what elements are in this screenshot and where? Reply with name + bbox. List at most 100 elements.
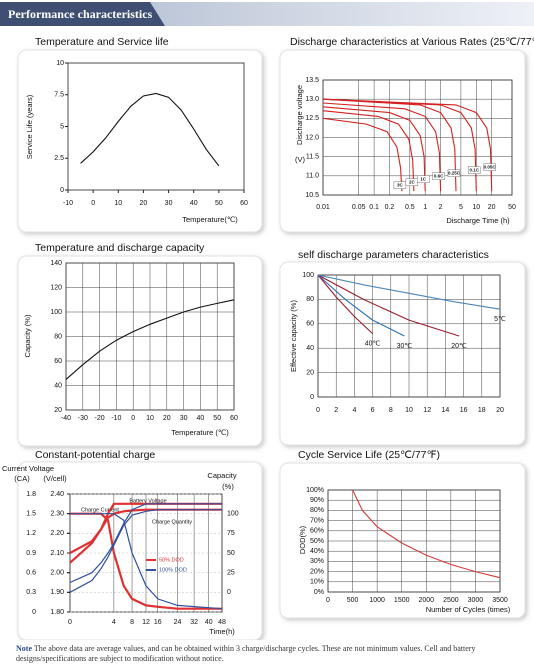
chart-title: Cycle Service Life (25℃/77℉) xyxy=(298,449,440,461)
series-line xyxy=(317,274,501,310)
x-tick-label: 50 xyxy=(215,200,223,207)
series-label: 30℃ xyxy=(397,343,413,350)
y-axis-label: Discharge voltage xyxy=(295,85,304,145)
y-tick-label: 7.5 xyxy=(54,92,64,99)
legend-label: 50% DOD xyxy=(159,557,184,563)
y-tick-label: 100 xyxy=(50,309,62,316)
x-tick-label: 5 xyxy=(459,204,463,211)
x-tick-label: 2 xyxy=(334,407,338,414)
charts: Performance characteristics Temperature … xyxy=(0,2,534,641)
x-tick-label: 12 xyxy=(142,619,150,626)
y-tick-label: 140 xyxy=(50,260,62,267)
chart-title: Discharge characteristics at Various Rat… xyxy=(290,36,534,48)
y-tick-label: 1.2 xyxy=(26,530,36,537)
x-tick-label: 16 xyxy=(154,619,162,626)
y-tick-label: 120 xyxy=(50,284,62,291)
y-tick-label: 12.0 xyxy=(305,134,319,141)
legend-label: 100% DOD xyxy=(159,567,187,573)
series-line xyxy=(322,106,426,192)
y3-axis-title: Capacity xyxy=(207,471,236,480)
series-label-box xyxy=(447,169,461,177)
y-tick-label: 11.0 xyxy=(306,173,319,180)
y-axis-title: Current Voltage xyxy=(2,464,54,473)
x-tick-label: 60 xyxy=(230,415,238,422)
y-tick-label: 50% xyxy=(310,538,324,545)
x-tick-label: 10 xyxy=(146,415,154,422)
x-axis-label: Temperature (℃) xyxy=(171,428,229,437)
annotation: Charge Current xyxy=(81,507,119,513)
series-line xyxy=(65,299,235,380)
x-tick-label: 10 xyxy=(405,407,413,414)
x-tick-label: 24 xyxy=(174,619,182,626)
x-tick-label: 14 xyxy=(442,407,450,414)
y-axis-label: Capacity (%) xyxy=(23,314,32,357)
series-line xyxy=(69,503,222,584)
series-label: 0.1C xyxy=(470,167,480,172)
x-axis-label: Time(h) xyxy=(209,627,235,636)
x-tick-label: 500 xyxy=(347,597,359,604)
y-tick-label: 2.00 xyxy=(50,570,64,577)
x-tick-label: 0 xyxy=(316,407,320,414)
x-tick-label: 1500 xyxy=(394,597,410,604)
x-tick-label: 40 xyxy=(190,200,198,207)
y-axis-unit: (V) xyxy=(295,155,306,164)
y-tick-label: 100 xyxy=(302,272,314,279)
series-line xyxy=(317,274,373,335)
x-tick-label: 40 xyxy=(205,619,213,626)
y-axis-unit: (CA) xyxy=(14,474,30,483)
x-tick-label: 0.2 xyxy=(385,204,395,211)
y-tick-label: 20 xyxy=(54,407,62,414)
x-tick-label: 4 xyxy=(352,407,356,414)
series-line xyxy=(317,274,460,337)
y-tick-label: 2.5 xyxy=(54,155,64,162)
series-line xyxy=(70,513,223,610)
y-tick-label: 1.80 xyxy=(50,609,64,616)
y-tick-label: 80 xyxy=(306,296,314,303)
x-tick-label: 12 xyxy=(423,407,431,414)
x-tick-label: 6 xyxy=(371,407,375,414)
y-tick-label: 60 xyxy=(54,358,62,365)
chart-title: Temperature and discharge capacity xyxy=(35,242,205,254)
x-tick-label: 0 xyxy=(91,200,95,207)
y-tick-label: 0 xyxy=(310,394,314,401)
series-line xyxy=(322,98,493,192)
y-axis-label: Service Life (years) xyxy=(25,94,34,159)
x-tick-label: 2000 xyxy=(418,597,434,604)
y-tick-label: 13.0 xyxy=(305,96,319,103)
y-tick-label: 20% xyxy=(310,568,324,575)
x-tick-label: 30 xyxy=(165,200,173,207)
series-line xyxy=(322,102,442,192)
panel xyxy=(17,255,263,447)
y-axis-label: DOD(%) xyxy=(298,525,307,554)
y-tick-label: 40 xyxy=(306,345,314,352)
x-tick-label: 0.05 xyxy=(352,204,366,211)
x-tick-label: 20 xyxy=(488,204,496,211)
x-tick-label: 18 xyxy=(478,407,486,414)
y-tick-label: 40 xyxy=(54,382,62,389)
x-tick-label: 60 xyxy=(240,200,248,207)
x-tick-label: 16 xyxy=(460,407,468,414)
series-label: 5℃ xyxy=(494,316,506,323)
x-tick-label: 1000 xyxy=(369,597,385,604)
series-line xyxy=(80,92,220,167)
x-tick-label: -20 xyxy=(95,415,105,422)
x-tick-label: 3500 xyxy=(492,597,508,604)
y3-axis-unit: (%) xyxy=(222,482,234,491)
x-tick-label: 2500 xyxy=(443,597,459,604)
x-tick-label: 40 xyxy=(197,415,205,422)
x-tick-label: 0 xyxy=(326,597,330,604)
x-axis-label: Temperature(℃) xyxy=(182,215,238,224)
x-tick-label: 0.5 xyxy=(405,204,415,211)
header-tab xyxy=(0,2,165,26)
x-tick-label: 20 xyxy=(140,200,148,207)
annotation: Battery Voltage xyxy=(129,498,166,504)
chart-title: self discharge parameters characteristic… xyxy=(298,249,489,261)
x-tick-label: -30 xyxy=(78,415,88,422)
y-tick-label: 20 xyxy=(306,369,314,376)
y-tick-label: 13.5 xyxy=(305,77,319,84)
x-tick-label: -10 xyxy=(111,415,121,422)
chart-title: Constant-potential charge xyxy=(35,449,155,461)
x-tick-label: 48 xyxy=(218,619,226,626)
y-tick-label: 0.6 xyxy=(26,570,36,577)
y-tick-label: 2.10 xyxy=(50,550,64,557)
